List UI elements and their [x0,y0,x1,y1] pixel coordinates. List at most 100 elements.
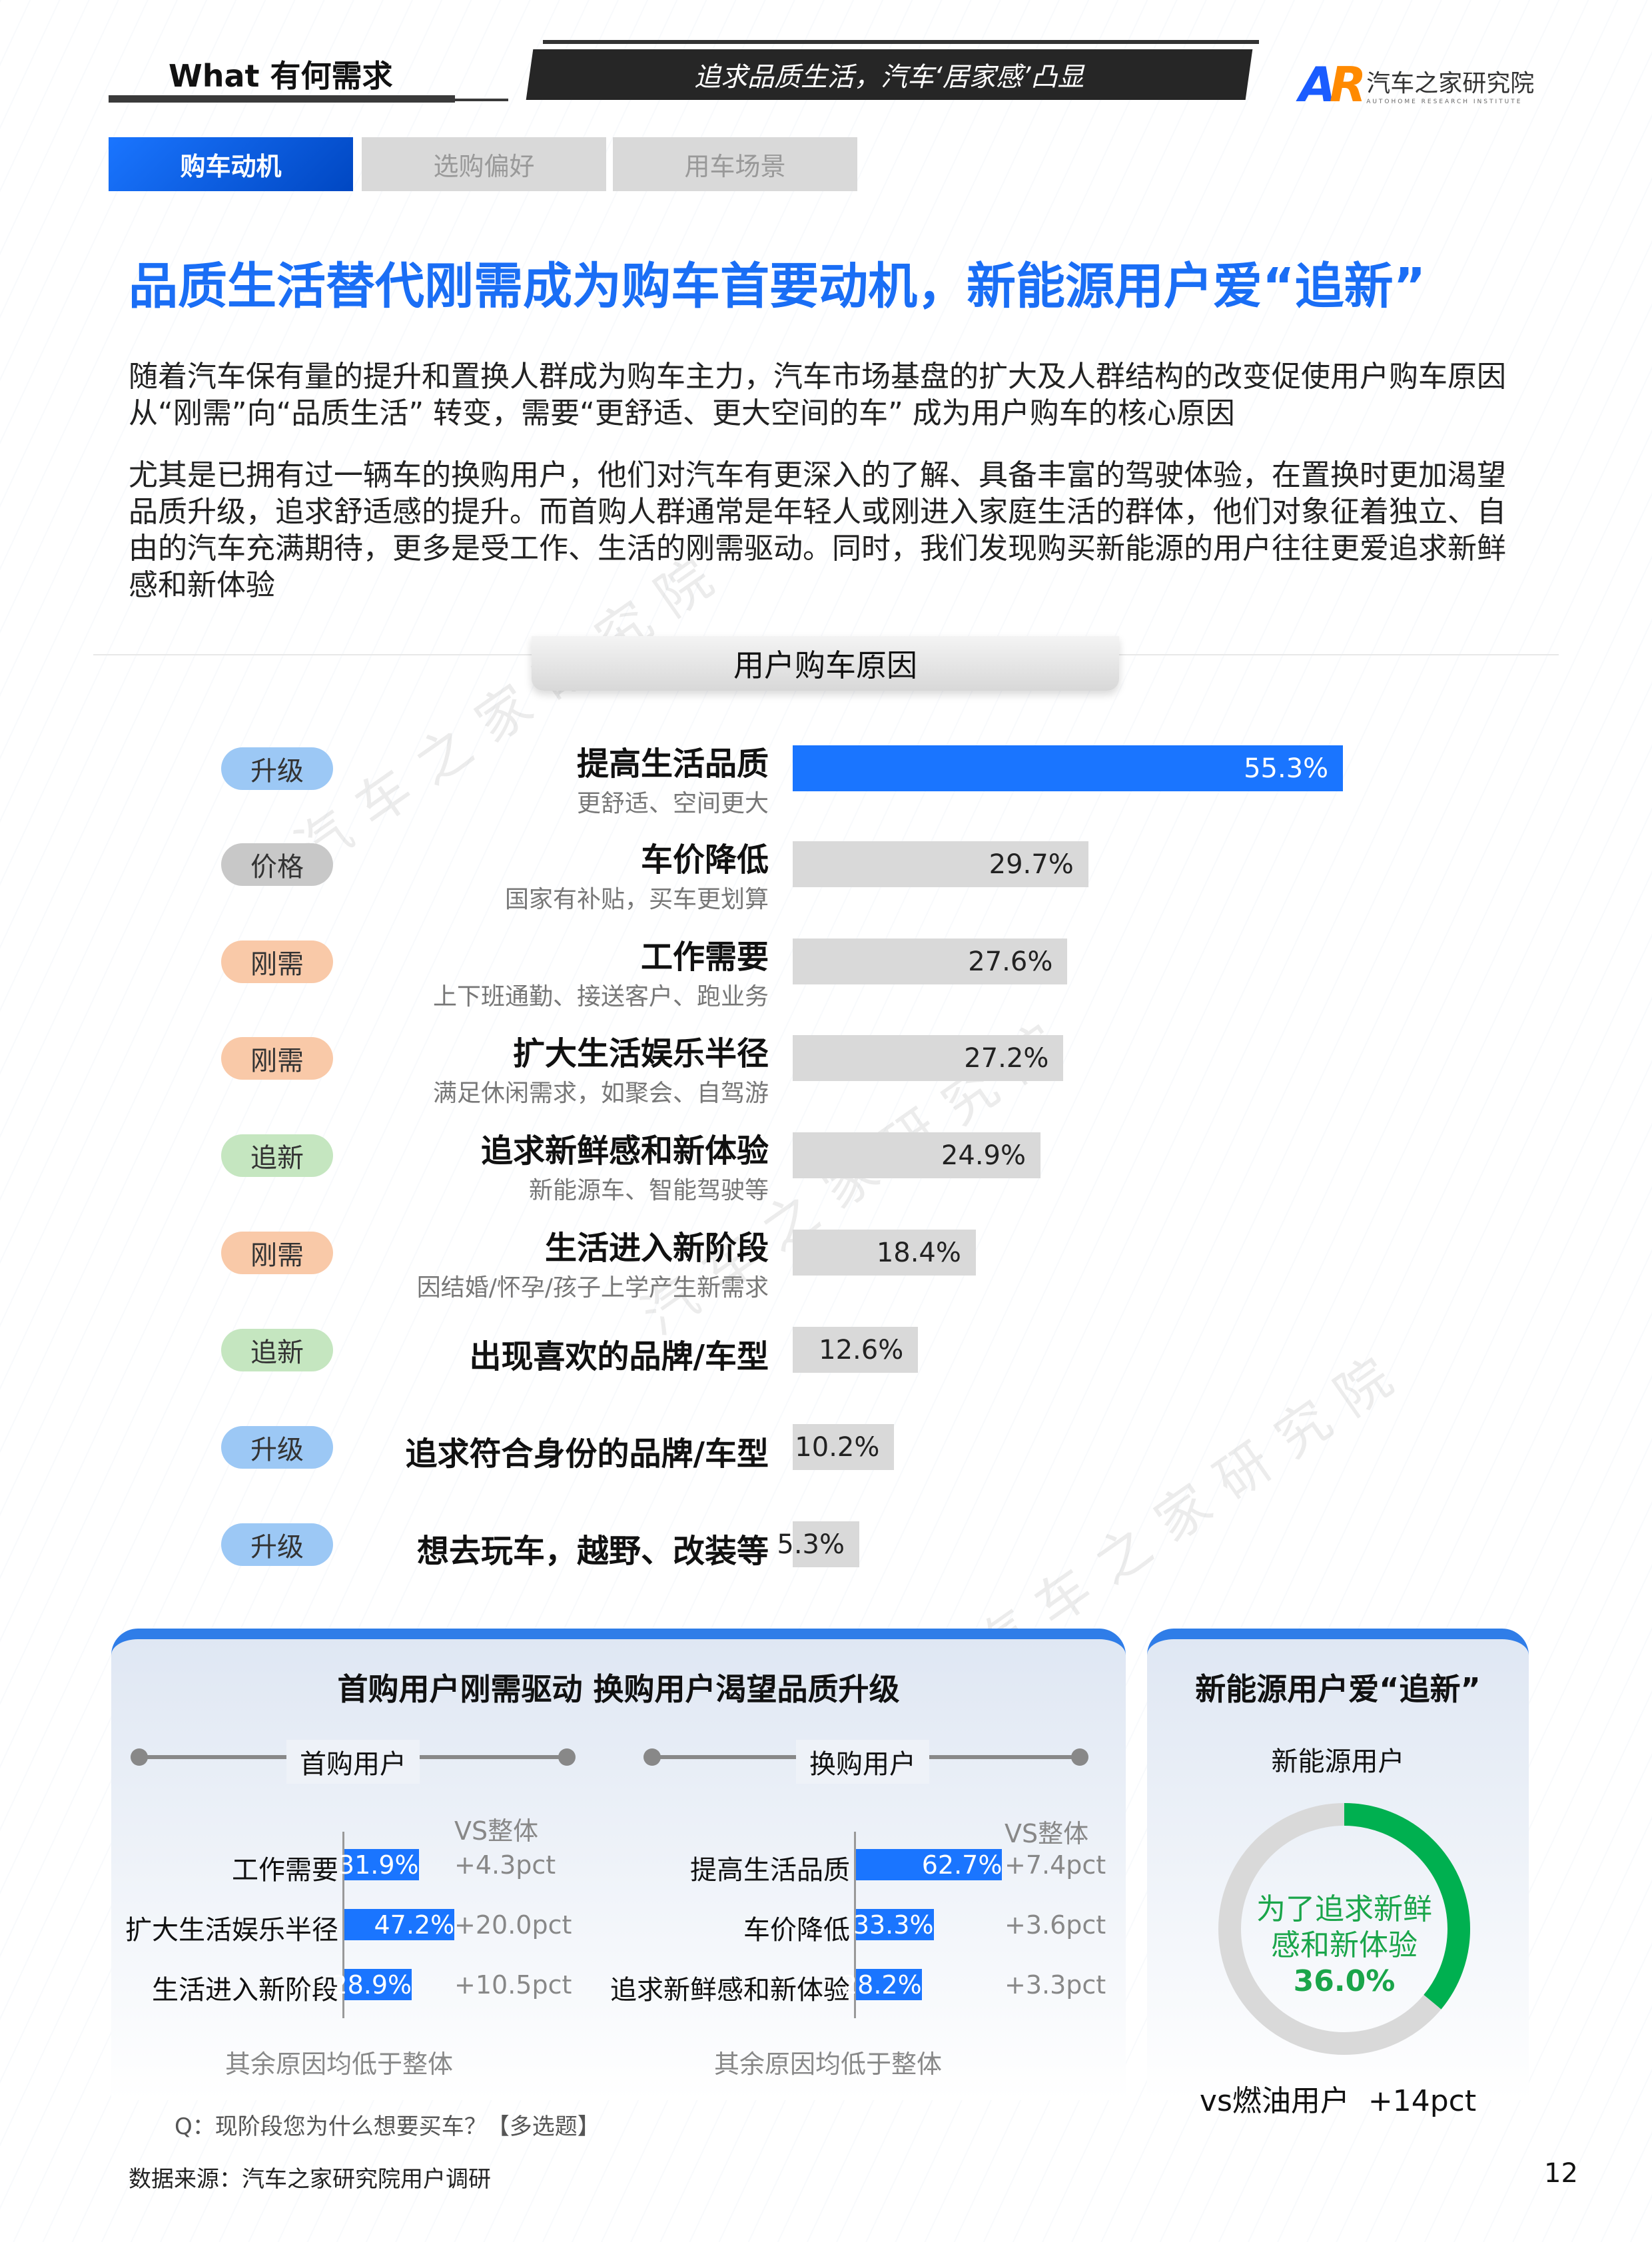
category-tag: 追新 [221,1134,333,1177]
dot [643,1748,661,1766]
paragraph: 随着汽车保有量的提升和置换人群成为购车主力，汽车市场基盘的扩大及人群结构的改变促… [129,360,1506,430]
reason-name: 提高生活品质 [576,745,769,783]
donut-label-line: 感和新体验 [1271,1928,1418,1962]
group-label: 首购用户 [286,1740,420,1784]
reason-label: 工作需要上下班通勤、接送客户、跑业务 [433,931,769,1012]
segment-value: 33.3% [853,1910,934,1940]
bar-value-label: 12.6% [819,1334,904,1365]
page-number: 12 [1544,2158,1578,2189]
tab-purchase-motivation[interactable]: 购车动机 [109,137,353,191]
category-tag: 升级 [221,1426,333,1469]
reason-label: 提高生活品质更舒适、空间更大 [577,737,769,819]
chart-row: 刚需 工作需要 上下班通勤、接送客户、跑业务 27.6% [0,919,1652,1010]
reason-label: 追求新鲜感和新体验 新能源车、智能驾驶等 [481,1124,769,1206]
logo: AR 汽车之家研究院 AUTOHOME RESEARCH INSTITUTE [1299,57,1534,113]
segment-value: 47.2% [374,1910,455,1940]
nev-panel [1147,1629,1529,2100]
segment-label: 车价降低 [743,1915,850,1946]
section-label: What 有何需求 [169,58,393,94]
category-tag: 刚需 [221,1037,333,1080]
segment-bar: 62.7% [856,1849,1003,1880]
segment-bar: 47.2% [344,1909,455,1940]
bar: 27.6% [793,938,1068,984]
reason-label: 想去玩车，越野、改装等 [417,1525,769,1571]
donut-label: 为了追求新鲜 感和新体验 36.0% [1211,1892,1477,2000]
bar-value-label: 10.2% [795,1431,880,1463]
segment-label: 提高生活品质 [690,1855,850,1886]
segment-bar: 33.3% [853,1909,934,1940]
reason-name: 生活进入新阶段 [544,1230,769,1267]
reason-subtitle: 上下班通勤、接送客户、跑业务 [432,983,769,1010]
dot [131,1748,148,1766]
chart-row: 升级 想去玩车，越野、改装等 5.3% [0,1501,1652,1588]
divider [543,40,1259,44]
dot [1071,1748,1088,1766]
reason-subtitle: 更舒适、空间更大 [576,790,769,817]
question-note: Q：现阶段您为什么想要买车？【多选题】 [175,2113,600,2140]
reason-subtitle: 新能源车、智能驾驶等 [528,1177,769,1204]
tab-usage-scenario[interactable]: 用车场景 [613,137,857,191]
bar-value-label: 55.3% [1244,753,1329,784]
category-tag: 刚需 [221,1232,333,1274]
logo-mark: AR [1299,57,1366,113]
note: 其余原因均低于整体 [225,2050,454,2079]
vs-header: VS整体 [1005,1819,1089,1848]
data-source: 数据来源：汽车之家研究院用户调研 [129,2166,491,2193]
donut-footer: vs燃油用户 +14pct [1199,2084,1477,2118]
donut-title: 新能源用户 [1271,1746,1405,1777]
page-title: 品质生活替代刚需成为购车首要动机，新能源用户爱“追新” [129,258,1426,315]
segment-bar: 28.2% [841,1969,922,2000]
axis [342,1832,344,2018]
reason-label: 追求符合身份的品牌/车型 [405,1427,769,1474]
bar: 29.7% [793,841,1088,887]
group-label: 换购用户 [796,1740,929,1784]
bar: 10.2% [793,1424,895,1470]
reason-label: 车价降低 国家有补贴，买车更划算 [505,833,769,915]
reason-subtitle: 国家有补贴，买车更划算 [504,886,769,913]
reason-label: 扩大生活娱乐半径满足休闲需求，如聚会、自驾游 [433,1027,769,1108]
category-tag: 升级 [221,747,333,790]
banner-text: 追求品质生活，汽车‘居家感’凸显 [694,62,1084,93]
reason-label: 生活进入新阶段因结婚/怀孕/孩子上学产生新需求 [417,1222,769,1303]
segment-label: 工作需要 [232,1855,338,1886]
vs-overall: +7.4pct [1005,1850,1106,1880]
reason-name: 追求符合身份的品牌/车型 [405,1435,769,1473]
reason-subtitle: 因结婚/怀孕/孩子上学产生新需求 [416,1274,769,1302]
dot [558,1748,576,1766]
panel-title: 新能源用户爱“追新” [1195,1671,1481,1707]
tab-purchase-preference[interactable]: 选购偏好 [362,137,606,191]
bar: 24.9% [793,1132,1040,1178]
category-tag: 追新 [221,1329,333,1371]
chart-row: 价格 车价降低 国家有补贴，买车更划算 29.7% [0,821,1652,913]
category-tag: 价格 [221,843,333,886]
segment-value: 28.2% [841,1970,922,2000]
reason-name: 扩大生活娱乐半径 [512,1035,769,1072]
bar: 12.6% [793,1327,919,1373]
bar: 5.3% [777,1521,859,1567]
vs-overall: +3.3pct [1005,1970,1106,2000]
note: 其余原因均低于整体 [714,2050,943,2079]
donut-chart [1218,1803,1470,2055]
bar: 27.2% [793,1035,1064,1081]
logo-sub: AUTOHOME RESEARCH INSTITUTE [1366,99,1523,105]
segment-bar: 31.9% [338,1849,419,1880]
bar: 18.4% [793,1230,976,1276]
chart-row: 刚需 生活进入新阶段因结婚/怀孕/孩子上学产生新需求 18.4% [0,1210,1652,1302]
vs-overall: +20.0pct [454,1910,572,1940]
reason-name: 工作需要 [640,938,769,976]
reason-subtitle: 满足休闲需求，如聚会、自驾游 [432,1080,769,1107]
bar-value-label: 27.6% [968,946,1053,977]
segment-label: 生活进入新阶段 [152,1975,338,2006]
segment-label: 扩大生活娱乐半径 [125,1915,338,1946]
header-banner: 追求品质生活，汽车‘居家感’凸显 [526,49,1253,100]
bar-value-label: 5.3% [777,1529,845,1560]
chart-row: 追新 追求新鲜感和新体验 新能源车、智能驾驶等 24.9% [0,1112,1652,1204]
divider [455,99,508,101]
paragraph: 尤其是已拥有过一辆车的换购用户，他们对汽车有更深入的了解、具备丰富的驾驶体验，在… [129,458,1506,602]
segment-value: 31.9% [338,1850,419,1880]
chart-row: 刚需 扩大生活娱乐半径满足休闲需求，如聚会、自驾游 27.2% [0,1015,1652,1107]
chart-row: 升级 追求符合身份的品牌/车型 10.2% [0,1404,1652,1491]
chart-title: 用户购车原因 [532,636,1119,691]
segment-bar: 28.9% [331,1969,412,2000]
divider [109,95,455,103]
